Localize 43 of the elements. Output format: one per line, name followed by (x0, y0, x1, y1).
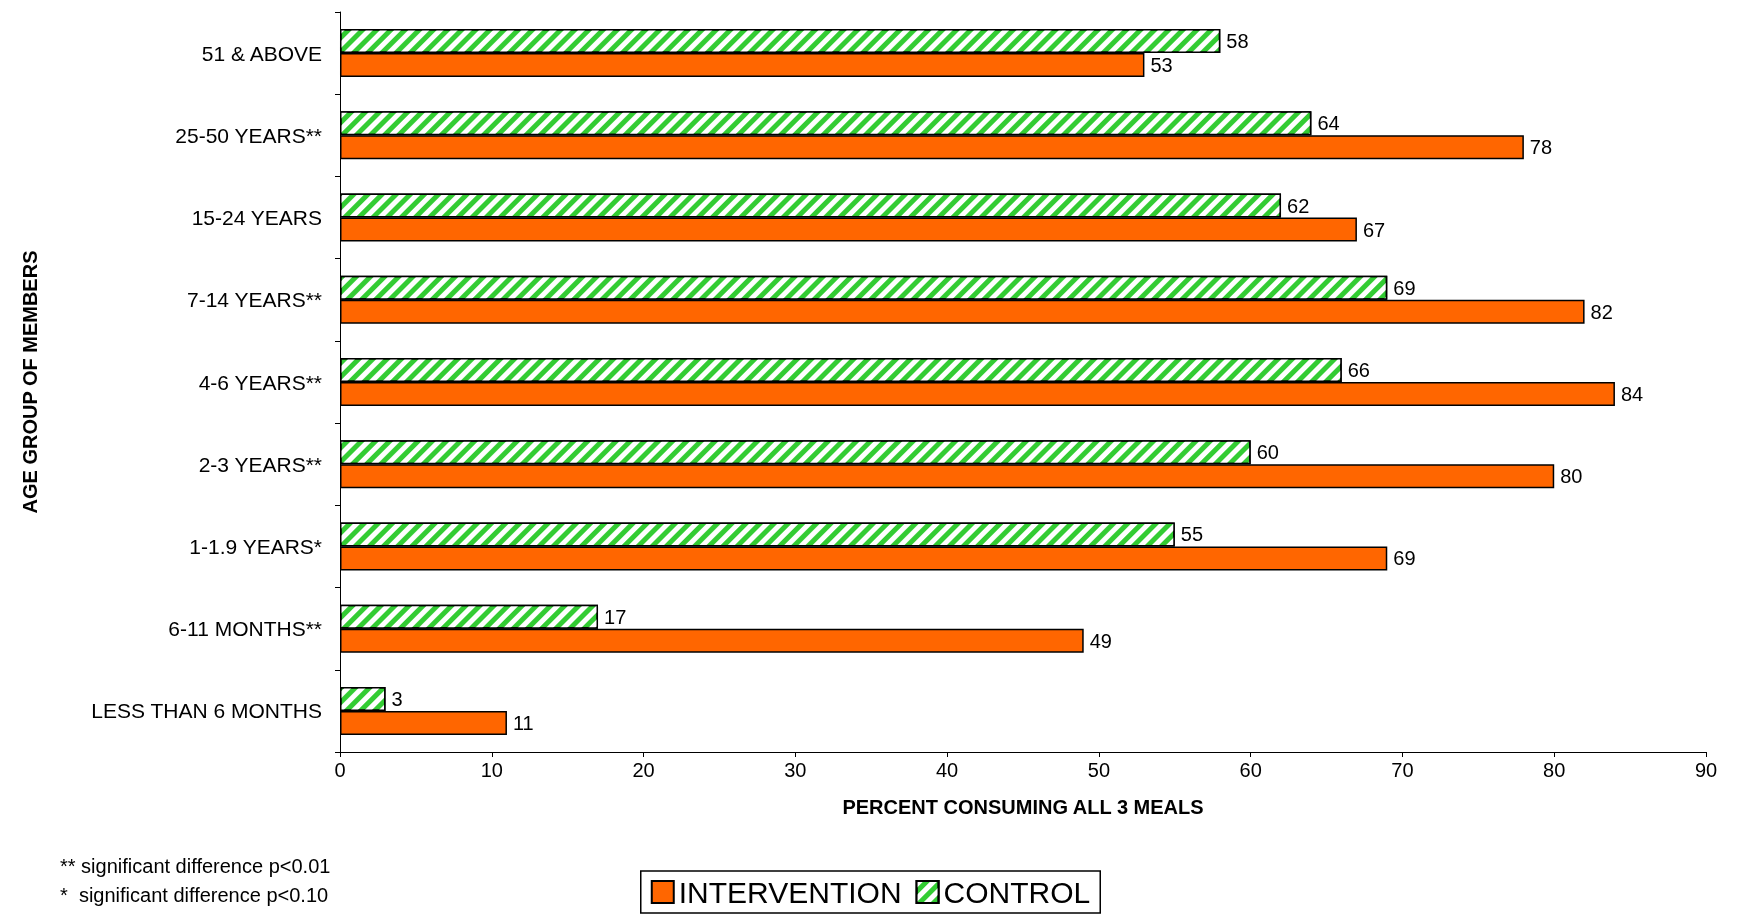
y-tick-label: 6-11 MONTHS** (168, 617, 322, 641)
data-label: 53 (1150, 54, 1173, 77)
x-tick-label: 30 (784, 759, 807, 781)
data-label: 3 (391, 687, 403, 710)
data-label: 11 (512, 711, 534, 734)
data-label: 82 (1590, 300, 1613, 323)
legend-label: INTERVENTION (678, 875, 902, 909)
data-label: 60 (1256, 441, 1279, 464)
text: * significant difference p<0.10 (60, 884, 329, 906)
x-tick-label: 90 (1694, 759, 1718, 781)
x-tick-label: 60 (1239, 759, 1262, 781)
legend-label: CONTROL (943, 875, 1091, 909)
x-tick-label: 10 (480, 759, 503, 781)
x-tick-label: 50 (1087, 759, 1111, 781)
x-tick-label: 70 (1391, 759, 1414, 781)
data-label: 58 (1226, 30, 1249, 53)
y-tick-label: 1-1.9 YEARS* (189, 534, 322, 558)
x-tick-label: 40 (935, 759, 959, 781)
y-tick-label: 4-6 YEARS** (198, 370, 322, 394)
text: ** significant difference p<0.01 (60, 855, 331, 877)
data-label: 64 (1317, 112, 1340, 135)
y-tick-label: LESS THAN 6 MONTHS (91, 699, 322, 723)
y-tick-label: 51 & ABOVE (201, 41, 322, 65)
data-label: 69 (1393, 547, 1416, 570)
data-label: 55 (1180, 523, 1204, 546)
data-label: 80 (1560, 465, 1583, 488)
data-label: 66 (1347, 359, 1370, 381)
x-tick-label: 20 (632, 759, 655, 781)
data-label: 84 (1620, 383, 1644, 405)
x-tick-label: 80 (1543, 759, 1566, 781)
data-label: 62 (1287, 194, 1310, 217)
y-tick-label: 2-3 YEARS** (198, 452, 322, 476)
x-axis-title: PERCENT CONSUMING ALL 3 MEALS (842, 796, 1204, 818)
x-tick-label: 0 (334, 759, 346, 781)
y-tick-label: 15-24 YEARS (191, 206, 322, 230)
y-tick-label: 25-50 YEARS** (175, 123, 322, 147)
y-axis-title: AGE GROUP OF MEMBERS (19, 250, 41, 514)
y-tick-label: 7-14 YEARS** (186, 288, 322, 312)
data-label: 67 (1362, 218, 1386, 241)
data-label: 49 (1089, 629, 1112, 652)
data-label: 17 (604, 605, 627, 628)
data-label: 69 (1393, 276, 1416, 299)
data-label: 78 (1529, 136, 1553, 159)
